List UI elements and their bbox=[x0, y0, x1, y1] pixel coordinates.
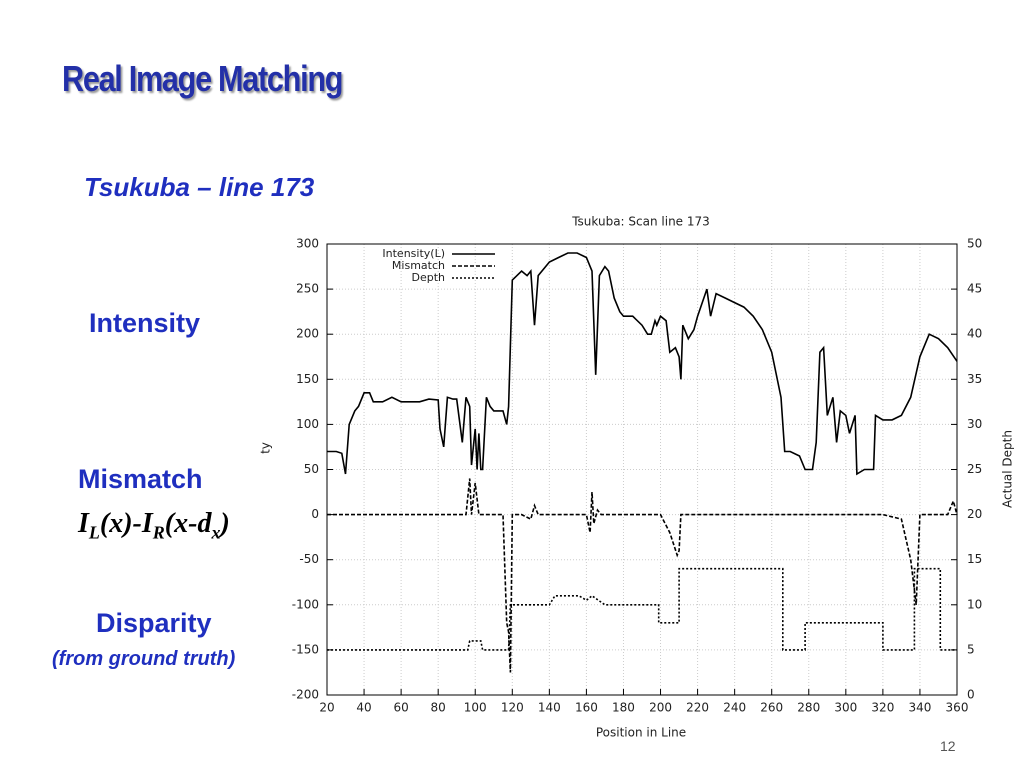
x-tick-label: 300 bbox=[834, 701, 857, 715]
x-tick-label: 120 bbox=[501, 701, 524, 715]
formula-part: ) bbox=[220, 508, 230, 539]
formula: IL(x)-IR(x-dx) bbox=[78, 508, 230, 544]
y2-tick-label: 0 bbox=[967, 688, 975, 702]
y-tick-label: -50 bbox=[299, 552, 319, 566]
x-tick-label: 240 bbox=[723, 701, 746, 715]
x-tick-label: 20 bbox=[319, 701, 334, 715]
y2-tick-label: 35 bbox=[967, 372, 982, 386]
y2-tick-label: 40 bbox=[967, 327, 982, 341]
x-tick-label: 320 bbox=[871, 701, 894, 715]
y2-tick-label: 15 bbox=[967, 552, 982, 566]
x-tick-label: 360 bbox=[946, 701, 969, 715]
x-tick-label: 260 bbox=[760, 701, 783, 715]
y-tick-label: 50 bbox=[304, 462, 319, 476]
page-number: 12 bbox=[940, 738, 956, 754]
x-tick-label: 200 bbox=[649, 701, 672, 715]
x-tick-label: 80 bbox=[431, 701, 446, 715]
y-tick-label: 100 bbox=[296, 417, 319, 431]
formula-part: I bbox=[78, 508, 89, 539]
x-tick-label: 40 bbox=[356, 701, 371, 715]
y-tick-label: 0 bbox=[311, 507, 319, 521]
y2-axis-label: Actual Depth bbox=[1001, 430, 1015, 508]
series-line bbox=[327, 478, 958, 673]
series-line bbox=[327, 252, 958, 476]
x-tick-label: 140 bbox=[538, 701, 561, 715]
label: (from ground truth) bbox=[52, 648, 240, 671]
chart-background bbox=[285, 208, 1000, 746]
y-tick-label: 200 bbox=[296, 327, 319, 341]
slide-subtitle: Tsukuba – line 173 bbox=[84, 172, 315, 202]
chart-title: Tsukuba: Scan line 173 bbox=[571, 215, 710, 229]
y-tick-label: 150 bbox=[296, 372, 319, 386]
y-axis-label: ty bbox=[259, 442, 273, 454]
y-tick-label: -150 bbox=[292, 642, 319, 656]
plot-frame bbox=[326, 243, 958, 696]
x-tick-label: 280 bbox=[797, 701, 820, 715]
y-tick-label: -100 bbox=[292, 597, 319, 611]
formula-sub: L bbox=[88, 522, 100, 543]
label: Intensity bbox=[89, 308, 201, 339]
formula-part: (x)-I bbox=[99, 508, 153, 539]
legend-label: Mismatch bbox=[392, 259, 445, 272]
x-tick-label: 100 bbox=[464, 701, 487, 715]
formula-sub: R bbox=[152, 522, 165, 543]
y2-tick-label: 10 bbox=[967, 597, 982, 611]
y2-tick-label: 45 bbox=[967, 282, 982, 296]
y2-tick-label: 5 bbox=[967, 642, 975, 656]
x-tick-label: 160 bbox=[575, 701, 598, 715]
formula-sub: x bbox=[211, 522, 221, 543]
y-tick-label: 250 bbox=[296, 282, 319, 296]
legend-label: Depth bbox=[411, 271, 445, 284]
x-tick-label: 180 bbox=[612, 701, 635, 715]
x-axis-label: Position in Line bbox=[596, 726, 686, 740]
formula-part: (x-d bbox=[164, 508, 212, 539]
series-line bbox=[327, 567, 957, 651]
x-tick-label: 220 bbox=[686, 701, 709, 715]
y2-tick-label: 20 bbox=[967, 507, 982, 521]
y-tick-label: 300 bbox=[296, 237, 319, 251]
x-tick-label: 340 bbox=[908, 701, 931, 715]
label: Disparity bbox=[96, 608, 216, 639]
x-tick-label: 60 bbox=[393, 701, 408, 715]
y-tick-label: -200 bbox=[292, 688, 319, 702]
label: Mismatch bbox=[78, 464, 203, 495]
y2-tick-label: 30 bbox=[967, 417, 982, 431]
legend-label: Intensity(L) bbox=[382, 247, 445, 260]
y2-tick-label: 25 bbox=[967, 462, 982, 476]
y2-tick-label: 50 bbox=[967, 237, 982, 251]
slide-title: Real Image Matching bbox=[62, 58, 343, 99]
